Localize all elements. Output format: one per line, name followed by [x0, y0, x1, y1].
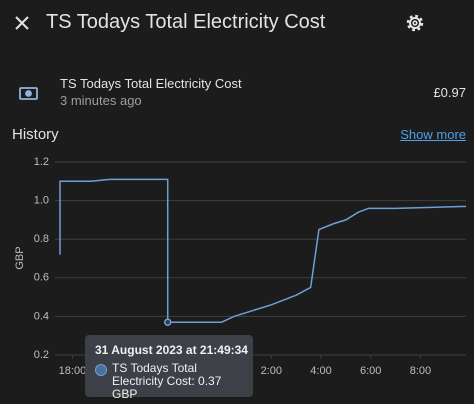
x-tick-label: 18:00 [59, 365, 87, 377]
entity-name: TS Todays Total Electricity Cost [60, 76, 242, 91]
tooltip-swatch [95, 364, 107, 376]
y-tick-label: 0.2 [34, 349, 49, 361]
x-tick-label: 4:00 [310, 365, 331, 377]
y-tick-label: 1.2 [34, 156, 49, 168]
entity-icon [19, 87, 38, 100]
dialog-title: TS Todays Total Electricity Cost [46, 11, 326, 33]
entity-updated: 3 minutes ago [60, 93, 142, 108]
y-axis-label: GBP [14, 246, 26, 269]
tooltip-title: 31 August 2023 at 21:49:34 [95, 343, 248, 357]
y-tick-label: 0.8 [34, 233, 49, 245]
x-tick-label: 8:00 [410, 365, 431, 377]
x-tick-label: 6:00 [360, 365, 381, 377]
tooltip-text: TS Todays Total Electricity Cost: 0.37 G… [112, 361, 222, 401]
y-tick-label: 0.6 [34, 272, 49, 284]
x-tick-label: 2:00 [261, 365, 282, 377]
chart: 0.2 0.4 0.6 0.8 1.0 1.2 GBP 18:00 2:00 4:00 6:00 8:… [14, 156, 467, 377]
y-tick-label: 1.0 [34, 195, 49, 207]
show-more-link[interactable]: Show more [400, 127, 466, 142]
y-tick-label: 0.4 [34, 310, 49, 322]
history-title: History [12, 126, 59, 143]
hover-point [163, 318, 172, 326]
data-line [59, 178, 467, 323]
settings-button[interactable] [406, 14, 424, 32]
close-button[interactable] [15, 16, 29, 30]
entity-state: £0.97 [433, 85, 466, 100]
tooltip: 31 August 2023 at 21:49:34 TS Todays Tot… [85, 335, 253, 401]
